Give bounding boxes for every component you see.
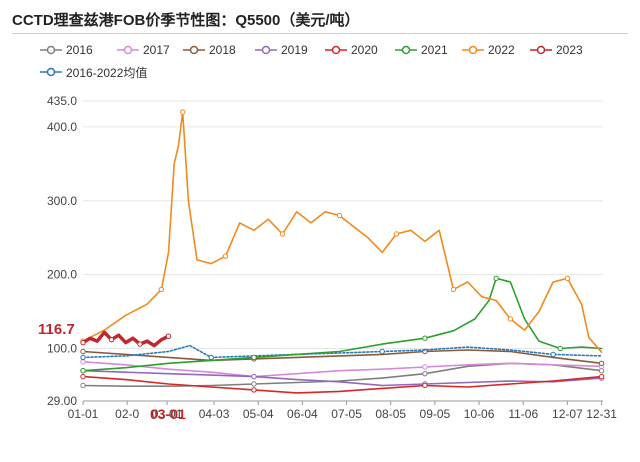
data-point-2018 — [598, 360, 605, 367]
latest-date-label: 03-01 — [150, 406, 186, 422]
data-point-2016-2022均值 — [208, 354, 214, 361]
legend-marker-icon — [255, 45, 277, 55]
data-point-2017 — [80, 359, 86, 365]
title-divider — [12, 33, 628, 34]
x-tick-label: 09-05 — [420, 407, 451, 421]
legend-item-2019[interactable]: 2019 — [255, 42, 308, 58]
legend-marker-icon — [40, 67, 62, 77]
data-point-2020 — [80, 373, 86, 380]
x-tick-label: 01-01 — [68, 407, 99, 421]
legend-label: 2016 — [66, 43, 93, 57]
data-point-2016-2022均值 — [80, 354, 86, 361]
x-tick-label: 10-06 — [464, 407, 495, 421]
x-tick-label: 06-04 — [287, 407, 318, 421]
x-tick-label: 02-0 — [115, 407, 139, 421]
y-tick-label: 300.0 — [47, 194, 77, 208]
data-point-2023 — [108, 336, 115, 343]
x-tick-label: 07-05 — [331, 407, 362, 421]
data-point-2021 — [493, 275, 499, 282]
y-tick-label: 100.0 — [47, 342, 77, 356]
x-tick-label: 04-03 — [199, 407, 230, 421]
data-point-2021 — [557, 345, 563, 352]
data-point-2016-2022均值 — [379, 348, 385, 355]
data-point-2016 — [422, 370, 428, 377]
data-point-2021 — [422, 335, 428, 341]
legend-marker-icon — [395, 45, 417, 55]
legend-label: 2021 — [421, 43, 448, 57]
legend-item-mean[interactable]: 2016-2022均值 — [40, 64, 147, 80]
legend-marker-icon — [462, 45, 484, 55]
series-line-2020 — [82, 375, 603, 394]
legend-item-2021[interactable]: 2021 — [395, 42, 448, 58]
legend-label: 2023 — [556, 43, 583, 57]
legend-label: 2019 — [281, 43, 308, 57]
data-point-2016-2022均值 — [550, 351, 556, 358]
data-point-2022 — [393, 231, 400, 237]
data-point-2021 — [251, 354, 257, 361]
legend-marker-icon — [530, 45, 552, 55]
data-point-2022 — [564, 275, 571, 282]
x-tick-label: 12-07 — [552, 407, 583, 421]
series-line-2021 — [82, 277, 603, 372]
x-tick-label: 12-31 — [586, 407, 617, 421]
legend-marker-icon — [183, 45, 205, 55]
y-tick-label: 435.0 — [47, 94, 77, 108]
legend-item-2017[interactable]: 2017 — [117, 42, 170, 58]
data-point-2023 — [137, 341, 143, 347]
series-line-2022 — [82, 111, 603, 354]
series-line-2017 — [82, 360, 603, 378]
y-tick-label: 200.0 — [47, 268, 77, 282]
data-point-2022 — [180, 109, 186, 115]
data-point-2023 — [165, 333, 172, 339]
series-line-2018 — [82, 349, 603, 365]
data-point-2023 — [80, 339, 86, 346]
legend-item-2022[interactable]: 2022 — [462, 42, 515, 58]
data-point-2022 — [158, 286, 165, 293]
data-point-2020 — [598, 373, 605, 380]
x-tick-label: 11-06 — [508, 407, 538, 421]
legend-item-2018[interactable]: 2018 — [183, 42, 236, 58]
data-point-2021 — [80, 368, 86, 374]
legend-label: 2018 — [209, 43, 236, 57]
data-point-2022 — [507, 316, 514, 322]
data-point-2019 — [251, 373, 257, 380]
y-tick-label: 400.0 — [47, 120, 77, 134]
legend-label: 2022 — [488, 43, 515, 57]
legend-label: 2016-2022均值 — [66, 65, 148, 80]
legend-marker-icon — [40, 45, 62, 55]
data-point-2016 — [598, 368, 605, 374]
data-point-2022 — [222, 253, 229, 259]
data-point-2022 — [279, 231, 286, 237]
legend-label: 2017 — [143, 43, 170, 57]
x-tick-label: 05-04 — [243, 407, 274, 421]
data-point-2022 — [450, 286, 457, 293]
series-line-2023 — [81, 330, 171, 348]
data-point-2017 — [422, 364, 428, 370]
y-tick-label: 29.00 — [47, 394, 77, 408]
data-point-2022 — [336, 212, 343, 219]
latest-value-label: 116.7 — [38, 321, 75, 338]
chart-title: CCTD理查兹港FOB价季节性图：Q5500（美元/吨） — [12, 12, 360, 29]
legend-marker-icon — [117, 45, 139, 55]
x-tick-label: 03-01 — [152, 407, 183, 421]
legend-item-2020[interactable]: 2020 — [325, 42, 378, 58]
data-point-2020 — [422, 382, 428, 389]
data-point-2018 — [80, 348, 86, 355]
x-tick-label: 08-05 — [375, 407, 406, 421]
data-point-2016 — [80, 382, 86, 389]
legend-marker-icon — [325, 45, 347, 55]
data-point-2020 — [251, 387, 257, 393]
legend-label: 2020 — [351, 43, 378, 57]
legend-item-2016[interactable]: 2016 — [40, 42, 93, 58]
data-point-2016 — [251, 381, 257, 387]
legend-item-2023[interactable]: 2023 — [530, 42, 583, 58]
series-line-2019 — [82, 369, 603, 387]
